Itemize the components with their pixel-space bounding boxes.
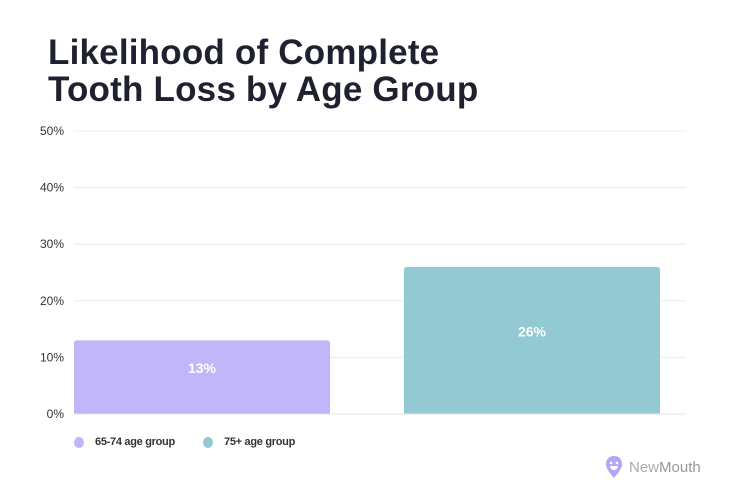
tooth-pin-icon bbox=[606, 456, 622, 478]
y-tick-label: 40% bbox=[40, 181, 64, 195]
legend-label: 75+ age group bbox=[224, 436, 295, 448]
title-line-1: Likelihood of Complete bbox=[48, 33, 440, 72]
bar bbox=[74, 340, 330, 414]
brand-name-part: New bbox=[629, 458, 660, 476]
data-label: 26% bbox=[518, 323, 547, 339]
chart-title: Likelihood of Complete Tooth Loss by Age … bbox=[48, 34, 478, 108]
newmouth-logo: New Mouth bbox=[605, 455, 701, 479]
y-tick-label: 20% bbox=[40, 294, 64, 308]
y-tick-label: 50% bbox=[40, 124, 64, 138]
bar-chart: 0% 10% 20% 30% 40% 50% 13% 26% bbox=[40, 124, 686, 421]
bar bbox=[404, 266, 660, 414]
legend-item-75plus: 75+ age group bbox=[203, 436, 295, 448]
data-label: 13% bbox=[188, 360, 217, 376]
title-line-2: Tooth Loss by Age Group bbox=[48, 70, 479, 109]
y-tick-label: 0% bbox=[47, 407, 65, 421]
brand-name-part: Mouth bbox=[659, 458, 701, 476]
legend-swatch bbox=[203, 436, 213, 448]
legend-label: 65-74 age group bbox=[95, 436, 175, 448]
legend-item-65-74: 65-74 age group bbox=[74, 436, 175, 448]
legend-swatch bbox=[74, 436, 84, 448]
y-tick-label: 30% bbox=[40, 237, 64, 251]
y-tick-label: 10% bbox=[40, 350, 64, 364]
